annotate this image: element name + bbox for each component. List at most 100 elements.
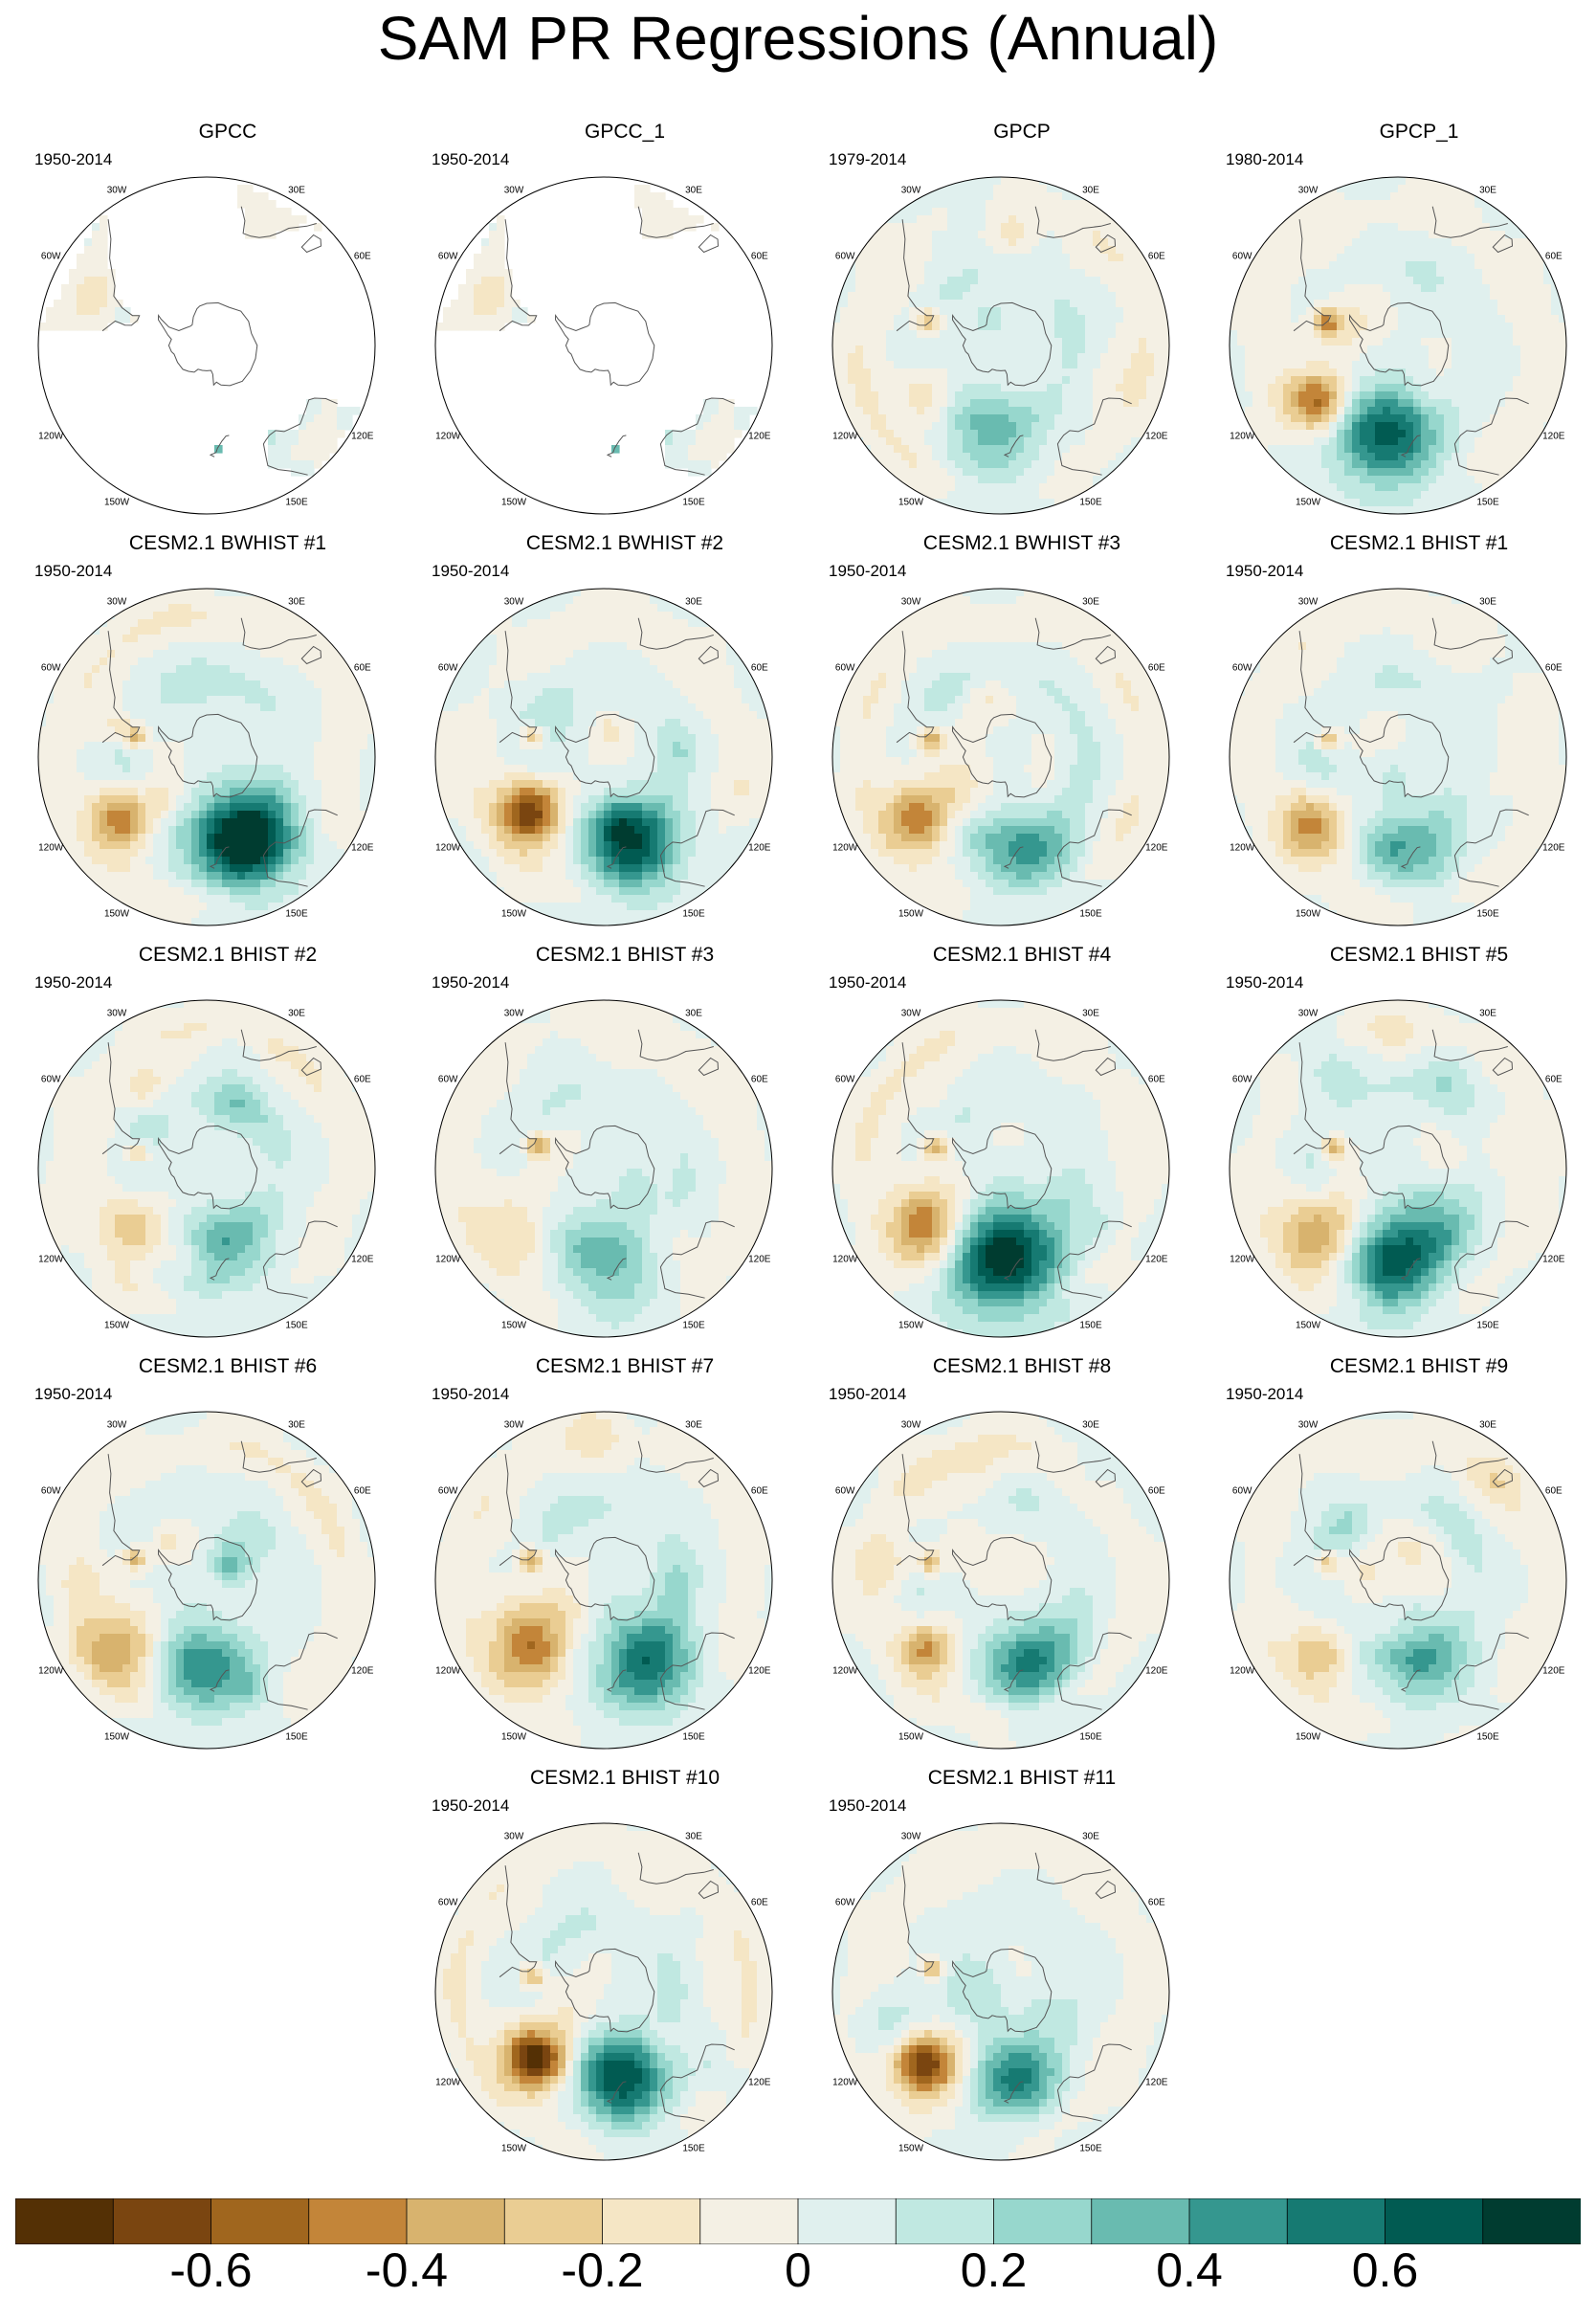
map-panel: CESM2.1 BHIST #21950-2014030E60E90E120E1…: [29, 943, 427, 1345]
panel-period: 1950-2014: [432, 150, 509, 169]
longitude-label: 150W: [1296, 1731, 1321, 1742]
longitude-label: 120E: [351, 1255, 374, 1265]
longitude-label: 30W: [107, 1009, 127, 1019]
panel-period: 1950-2014: [829, 1796, 906, 1816]
panel-period: 1950-2014: [432, 973, 509, 992]
panel-title: CESM2.1 BWHIST #3: [823, 531, 1221, 556]
precip-field: [435, 1823, 773, 2161]
longitude-label: 30E: [685, 1009, 702, 1019]
map-panel: GPCC_11950-2014030E60E90E120E150E180150W…: [426, 120, 824, 522]
map-panel: CESM2.1 BHIST #41950-2014030E60E90E120E1…: [823, 943, 1221, 1345]
longitude-label: 120W: [435, 2078, 461, 2088]
longitude-label: 60W: [835, 1486, 855, 1497]
colorbar: [15, 2198, 1581, 2244]
longitude-label: 120E: [748, 843, 771, 854]
panel-period: 1950-2014: [34, 150, 112, 169]
longitude-label: 60W: [41, 663, 61, 674]
longitude-label: 30E: [288, 1009, 305, 1019]
precip-field: [832, 1823, 1170, 2161]
panel-period: 1980-2014: [1226, 150, 1303, 169]
figure-title: SAM PR Regressions (Annual): [0, 0, 1596, 77]
longitude-label: 150E: [1079, 1320, 1102, 1330]
panel-period: 1950-2014: [432, 562, 509, 581]
longitude-label: 60W: [438, 1075, 458, 1085]
longitude-label: 120W: [1230, 1255, 1255, 1265]
panel-period: 1950-2014: [34, 562, 112, 581]
longitude-label: 120E: [351, 843, 374, 854]
longitude-label: 30W: [504, 597, 524, 608]
map-panel: CESM2.1 BHIST #101950-2014030E60E90E120E…: [426, 1766, 824, 2168]
longitude-label: 60E: [1545, 663, 1563, 674]
colorbar-swatch: [798, 2198, 897, 2244]
longitude-label: 60E: [1545, 252, 1563, 262]
longitude-label: 150W: [104, 1320, 130, 1330]
panel-period: 1979-2014: [829, 150, 906, 169]
map-panel: CESM2.1 BHIST #61950-2014030E60E90E120E1…: [29, 1354, 427, 1756]
longitude-label: 60W: [438, 252, 458, 262]
map-panel: CESM2.1 BWHIST #11950-2014030E60E90E120E…: [29, 531, 427, 933]
longitude-label: 30E: [685, 186, 702, 196]
longitude-label: 30E: [288, 597, 305, 608]
longitude-label: 150E: [285, 908, 308, 919]
longitude-label: 30E: [1479, 1009, 1496, 1019]
longitude-label: 150E: [1079, 2143, 1102, 2153]
precip-field: [832, 1000, 1170, 1338]
colorbar-swatch: [700, 2198, 799, 2244]
polar-map: 030E60E90E120E150E180150W120W90W60W30W: [432, 173, 776, 518]
map-panel: CESM2.1 BHIST #91950-2014030E60E90E120E1…: [1220, 1354, 1596, 1756]
longitude-label: 150W: [104, 908, 130, 919]
longitude-label: 60E: [1545, 1075, 1563, 1085]
longitude-label: 30E: [1082, 1832, 1099, 1842]
longitude-label: 30E: [685, 1420, 702, 1431]
colorbar-swatch: [504, 2198, 603, 2244]
longitude-label: 60W: [835, 1075, 855, 1085]
polar-map: 030E60E90E120E150E180150W120W90W60W30W: [34, 585, 379, 929]
longitude-label: 120E: [1542, 1666, 1565, 1677]
longitude-label: 120W: [435, 1255, 461, 1265]
precip-field: [1230, 177, 1567, 515]
colorbar-swatch: [994, 2198, 1093, 2244]
precip-field: [435, 177, 772, 514]
longitude-label: 30E: [685, 597, 702, 608]
colorbar-swatch: [113, 2198, 211, 2244]
panel-title: CESM2.1 BHIST #1: [1220, 531, 1596, 556]
panel-period: 1950-2014: [1226, 562, 1303, 581]
longitude-label: 30W: [504, 1420, 524, 1431]
panel-period: 1950-2014: [432, 1385, 509, 1404]
polar-map: 030E60E90E120E150E180150W120W90W60W30W: [432, 585, 776, 929]
map-panel: CESM2.1 BHIST #11950-2014030E60E90E120E1…: [1220, 531, 1596, 933]
longitude-label: 150E: [285, 497, 308, 507]
colorbar-swatch: [896, 2198, 994, 2244]
precip-field: [435, 589, 773, 926]
longitude-label: 150E: [1476, 1731, 1499, 1742]
longitude-label: 120W: [38, 432, 64, 442]
precip-field: [435, 1412, 773, 1750]
polar-map: 030E60E90E120E150E180150W120W90W60W30W: [34, 996, 379, 1341]
longitude-label: 120W: [1230, 432, 1255, 442]
colorbar-tick-label: -0.2: [561, 2244, 643, 2296]
panel-title: GPCC: [29, 120, 427, 145]
panel-title: CESM2.1 BHIST #4: [823, 943, 1221, 968]
longitude-label: 30E: [288, 1420, 305, 1431]
polar-map: 030E60E90E120E150E180150W120W90W60W30W: [829, 996, 1173, 1341]
panel-title: CESM2.1 BHIST #10: [426, 1766, 824, 1791]
polar-map: 030E60E90E120E150E180150W120W90W60W30W: [1226, 173, 1570, 518]
map-panel: CESM2.1 BHIST #81950-2014030E60E90E120E1…: [823, 1354, 1221, 1756]
longitude-label: 60E: [1545, 1486, 1563, 1497]
longitude-label: 120E: [1542, 432, 1565, 442]
panel-title: CESM2.1 BWHIST #2: [426, 531, 824, 556]
longitude-label: 60E: [1148, 1898, 1165, 1908]
longitude-label: 60E: [354, 1486, 371, 1497]
longitude-label: 150E: [1476, 497, 1499, 507]
polar-map: 030E60E90E120E150E180150W120W90W60W30W: [829, 1819, 1173, 2164]
longitude-label: 120E: [748, 432, 771, 442]
colorbar-swatch: [1189, 2198, 1288, 2244]
longitude-label: 60W: [41, 252, 61, 262]
polar-map: 030E60E90E120E150E180150W120W90W60W30W: [1226, 996, 1570, 1341]
longitude-label: 30E: [1082, 1420, 1099, 1431]
longitude-label: 30E: [1082, 186, 1099, 196]
longitude-label: 60W: [835, 252, 855, 262]
longitude-label: 30W: [504, 1009, 524, 1019]
longitude-label: 150E: [1476, 908, 1499, 919]
map-panel: GPCC1950-2014030E60E90E120E150E180150W12…: [29, 120, 427, 522]
